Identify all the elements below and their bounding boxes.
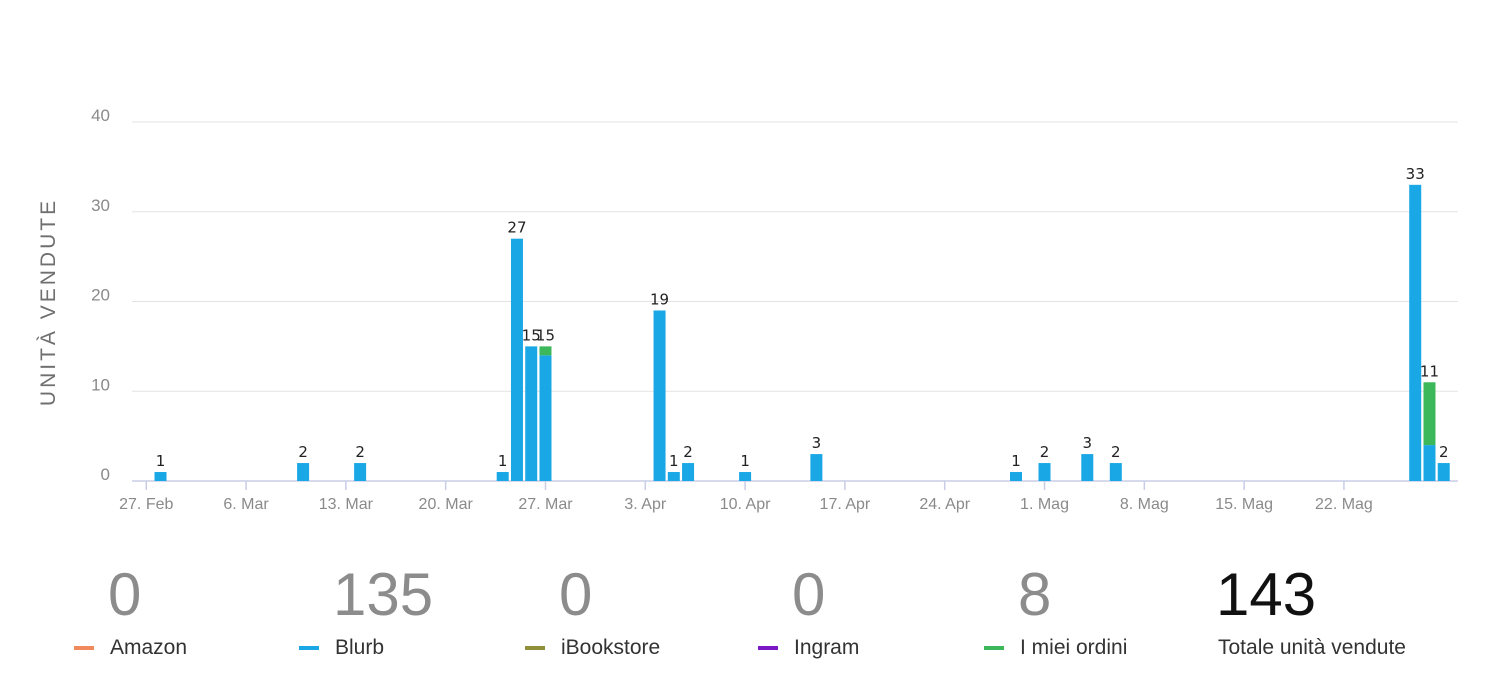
miei-ordini-swatch: [984, 646, 1004, 650]
legend-ingram[interactable]: Ingram: [758, 636, 859, 660]
bar-blurb: [1409, 184, 1422, 481]
data-label: 2: [1111, 443, 1121, 461]
bar-blurb: [1010, 472, 1022, 481]
data-label: 33: [1406, 165, 1425, 183]
bar-blurb: [510, 238, 523, 481]
bar-blurb: [539, 355, 552, 481]
x-tick-label: 27. Feb: [119, 496, 173, 513]
x-tick-label: 1. Mag: [1020, 496, 1069, 513]
bar-blurb: [1109, 463, 1122, 481]
summary-ingram: 0 Ingram: [758, 560, 859, 660]
y-tick-label: 10: [91, 375, 110, 394]
x-tick-label: 27. Mar: [518, 496, 573, 513]
data-label: 15: [536, 326, 555, 344]
y-tick-label: 40: [91, 106, 110, 125]
data-label: 1: [1011, 452, 1021, 470]
sales-bar-chart: 0 10 20 30 40 27. Feb 6. Mar 13. Mar 20. Mar 27. …: [91, 106, 1458, 513]
total-label: Totale unità vendute: [1218, 636, 1406, 660]
legend-miei-ordini-label: I miei ordini: [1020, 636, 1128, 659]
summary-ibookstore: 0 iBookstore: [525, 560, 660, 660]
summary-blurb: 135 Blurb: [299, 560, 434, 660]
x-tick-label: 3. Apr: [624, 496, 666, 513]
data-label: 11: [1420, 362, 1439, 380]
bar-blurb: [154, 472, 167, 481]
x-tick-label: 15. Mag: [1215, 496, 1273, 513]
summary-miei-ordini-value: 8: [1018, 561, 1052, 628]
data-label: 1: [669, 452, 679, 470]
summary-miei-ordini: 8 I miei ordini: [984, 560, 1127, 660]
bar-blurb: [496, 472, 509, 481]
bar-blurb: [682, 463, 695, 481]
ingram-swatch: [758, 646, 778, 650]
amazon-swatch: [74, 646, 94, 650]
data-label: 2: [298, 443, 308, 461]
x-tick-label: 17. Apr: [820, 496, 871, 513]
data-label: 2: [1040, 443, 1050, 461]
ibookstore-swatch: [525, 646, 545, 650]
bar-i-miei-ordini: [1423, 382, 1436, 446]
summary-total: 143 Totale unità vendute: [1216, 560, 1406, 660]
blurb-swatch: [299, 646, 319, 650]
bar-blurb: [1038, 463, 1051, 481]
data-label: 3: [1083, 434, 1093, 452]
legend-ibookstore[interactable]: iBookstore: [525, 636, 660, 660]
legend-blurb[interactable]: Blurb: [299, 636, 433, 660]
x-tick-label: 20. Mar: [419, 496, 474, 513]
x-tick-label: 22. Mag: [1315, 496, 1373, 513]
bar-blurb: [525, 346, 538, 481]
data-label: 1: [156, 452, 166, 470]
bar-blurb: [739, 472, 752, 481]
x-tick-label: 13. Mar: [319, 496, 374, 513]
y-axis-label: UNITÀ VENDUTE: [37, 197, 60, 407]
bar-blurb: [653, 310, 666, 481]
bar-blurb: [810, 454, 823, 481]
y-tick-label: 20: [91, 286, 110, 305]
summary-ibookstore-value: 0: [559, 561, 593, 628]
data-label: 1: [740, 452, 750, 470]
summary-blurb-value: 135: [333, 561, 434, 628]
bar-blurb: [354, 463, 367, 481]
legend-amazon-label: Amazon: [110, 636, 188, 659]
y-tick-label: 30: [91, 196, 110, 215]
x-tick-label: 8. Mag: [1120, 496, 1169, 513]
legend-blurb-label: Blurb: [335, 636, 385, 659]
bar-i-miei-ordini: [539, 346, 552, 356]
y-tick-label: 0: [101, 465, 110, 484]
bar-blurb: [667, 472, 680, 481]
legend-ibookstore-label: iBookstore: [561, 636, 661, 659]
data-label: 1: [498, 452, 508, 470]
data-label: 2: [1439, 443, 1449, 461]
summary-amazon-value: 0: [108, 561, 142, 628]
x-tick-label: 10. Apr: [720, 496, 771, 513]
bar-blurb: [1423, 445, 1436, 481]
bar-blurb: [297, 463, 310, 481]
legend-miei-ordini[interactable]: I miei ordini: [984, 636, 1127, 660]
bar-blurb: [1081, 454, 1094, 481]
data-label: 3: [812, 434, 822, 452]
summary-ingram-value: 0: [792, 561, 826, 628]
summary-total-value: 143: [1216, 561, 1317, 628]
data-label: 19: [650, 290, 669, 308]
data-label: 2: [683, 443, 693, 461]
total-label-text: Totale unità vendute: [1218, 636, 1406, 659]
summary-amazon: 0 Amazon: [74, 560, 187, 660]
data-label: 15: [522, 326, 541, 344]
x-tick-label: 6. Mar: [223, 496, 269, 513]
bar-blurb: [1437, 463, 1450, 481]
legend-amazon[interactable]: Amazon: [74, 636, 187, 660]
legend-ingram-label: Ingram: [794, 636, 860, 659]
data-label: 2: [355, 443, 365, 461]
data-label: 27: [507, 219, 526, 237]
x-tick-label: 24. Apr: [919, 496, 970, 513]
